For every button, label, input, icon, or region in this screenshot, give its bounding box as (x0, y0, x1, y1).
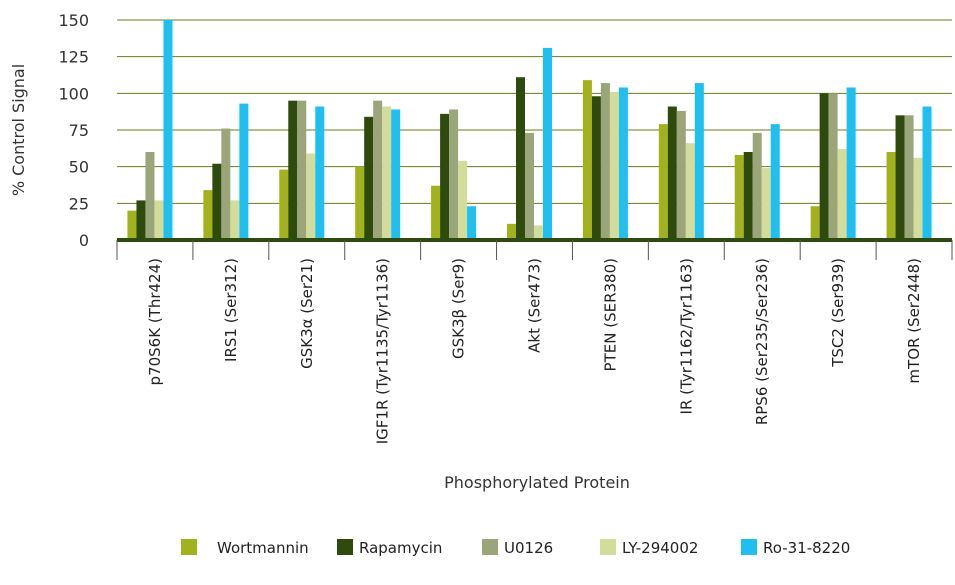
bar (895, 115, 905, 240)
bar (449, 109, 459, 240)
category-label: IRS1 (Ser312) (222, 258, 240, 362)
bar (373, 100, 383, 241)
bar (582, 80, 592, 240)
y-axis-title: % Control Signal (9, 64, 28, 196)
bar (658, 124, 668, 240)
category-label: TSC2 (Ser939) (829, 258, 847, 368)
bar (591, 96, 601, 241)
bar (507, 223, 516, 240)
bar (203, 190, 213, 240)
bar (315, 106, 325, 241)
bar (828, 93, 838, 240)
legend-label: Rapamycin (359, 539, 442, 557)
bar (212, 163, 222, 240)
x-axis-title: Phosphorylated Protein (444, 473, 630, 492)
y-tick-label: 150 (58, 11, 89, 30)
legend-label: LY-294002 (622, 539, 698, 557)
legend-label: U0126 (504, 539, 553, 557)
bar (685, 143, 695, 240)
bar (145, 152, 155, 240)
bar (382, 106, 392, 241)
bar (543, 47, 552, 240)
y-tick-label: 50 (69, 158, 89, 177)
y-tick-label: 0 (79, 231, 89, 250)
bar (154, 200, 164, 240)
bar (230, 200, 240, 240)
bar (618, 87, 628, 240)
category-label: GSK3α (Ser21) (298, 258, 316, 369)
legend: Wortmannin Rapamycin U0126 LY-294002 Ro-31-8… (181, 539, 850, 557)
legend-swatch (741, 539, 757, 555)
bar (525, 132, 534, 240)
bar (516, 77, 525, 240)
bar (922, 106, 932, 241)
bar (743, 152, 753, 240)
legend-label: Wortmannin (217, 539, 309, 557)
bar (752, 132, 762, 240)
y-tick-label: 100 (58, 84, 89, 103)
legend-label: Ro-31-8220 (763, 539, 850, 557)
category-label: PTEN (SER380) (601, 258, 619, 371)
legend-swatch (600, 539, 616, 555)
bar (431, 185, 441, 240)
bars (127, 20, 932, 241)
bar (810, 206, 820, 240)
bar (734, 154, 744, 240)
bar (886, 152, 896, 240)
bar (440, 113, 450, 240)
bar (467, 206, 477, 240)
bar (694, 83, 704, 240)
bar (355, 166, 365, 240)
bar (534, 225, 543, 240)
bar (364, 116, 374, 240)
bar (127, 210, 137, 240)
bar (819, 93, 829, 240)
category-label: mTOR (Ser2448) (905, 258, 923, 384)
gridlines (117, 19, 952, 204)
bar (458, 160, 468, 240)
y-tick-label: 125 (58, 48, 89, 67)
bar (600, 83, 610, 240)
category-label: IR (Tyr1162/Tyr1163) (677, 258, 695, 414)
category-label: IGF1R (Tyr1135/Tyr1136) (374, 258, 392, 444)
bar (676, 110, 686, 240)
y-tick-label: 25 (69, 194, 89, 213)
bar (391, 109, 401, 240)
category-label: Akt (Ser473) (526, 258, 544, 353)
legend-swatch (482, 539, 498, 555)
bar (761, 168, 771, 240)
bar (279, 169, 289, 240)
y-axis-ticks: 0 25 50 75 100 125 150 (58, 11, 89, 250)
x-axis (116, 238, 953, 260)
bar (667, 106, 677, 241)
bar (239, 103, 249, 240)
bar (770, 124, 780, 240)
legend-swatch (181, 539, 197, 555)
bar (288, 100, 298, 241)
category-labels: p70S6K (Thr424) IRS1 (Ser312) GSK3α (Ser21… (146, 258, 923, 444)
bar (846, 87, 856, 240)
bar (163, 20, 173, 240)
bar (221, 128, 231, 240)
category-label: RPS6 (Ser235/Ser236) (753, 258, 771, 425)
bar (904, 115, 914, 240)
bar (913, 157, 923, 240)
category-label: p70S6K (Thr424) (146, 258, 164, 385)
bar (609, 91, 619, 240)
legend-swatch (337, 539, 353, 555)
bar (297, 100, 307, 241)
y-tick-label: 75 (69, 121, 89, 140)
bar (837, 149, 847, 240)
bar (136, 200, 146, 240)
bar (306, 153, 316, 240)
category-label: GSK3β (Ser9) (450, 258, 468, 359)
